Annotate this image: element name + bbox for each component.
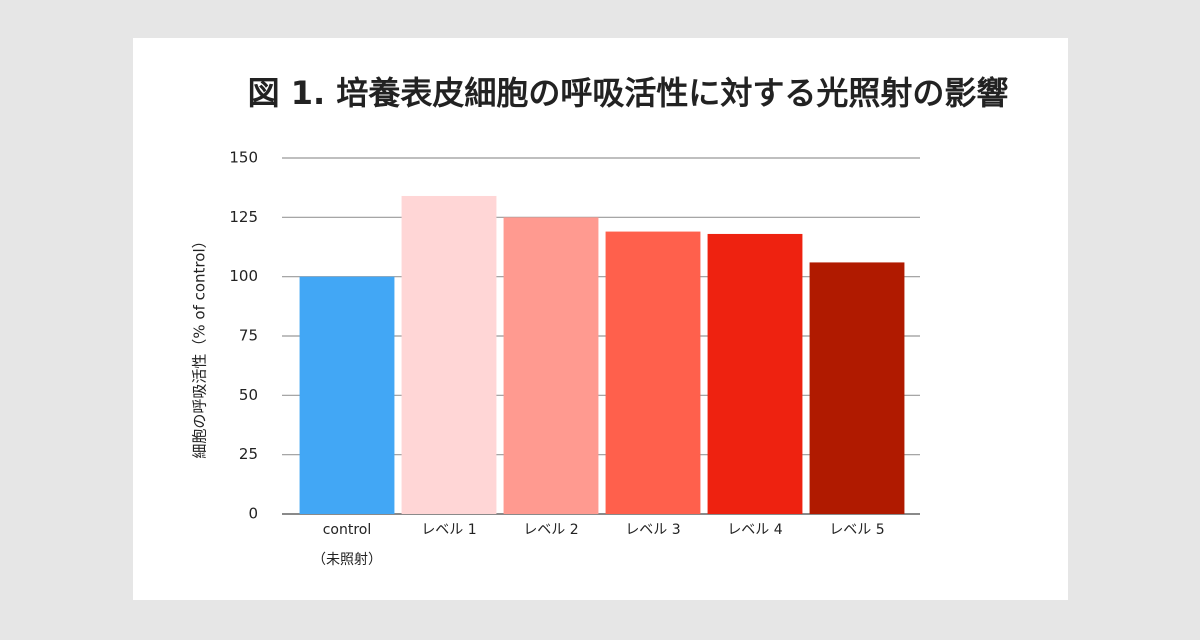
x-tick-label: レベル 3 (625, 522, 680, 538)
x-tick-label: control (323, 522, 372, 538)
y-tick-label: 25 (239, 445, 258, 463)
x-tick-label: レベル 2 (523, 522, 578, 538)
x-tick-label: レベル 1 (421, 522, 476, 538)
bar (503, 217, 599, 515)
y-tick-label: 50 (239, 386, 258, 404)
card (133, 38, 1068, 600)
y-tick-label: 125 (229, 208, 258, 226)
chart-title: 図 1. 培養表皮細胞の呼吸活性に対する光照射の影響 (248, 74, 1009, 112)
y-tick-label: 0 (248, 505, 258, 523)
x-tick-label: （未照射） (312, 552, 382, 568)
bar (605, 231, 701, 514)
bar (401, 195, 497, 514)
x-tick-label: レベル 5 (829, 522, 884, 538)
bar (299, 276, 395, 514)
x-tick-label: レベル 4 (727, 522, 782, 538)
bar (809, 262, 905, 514)
y-tick-label: 75 (239, 327, 258, 345)
y-tick-label: 150 (229, 149, 258, 167)
bar (707, 233, 803, 515)
y-axis-label: 細胞の呼吸活性（% of control） (191, 233, 209, 458)
y-tick-label: 100 (229, 267, 258, 285)
